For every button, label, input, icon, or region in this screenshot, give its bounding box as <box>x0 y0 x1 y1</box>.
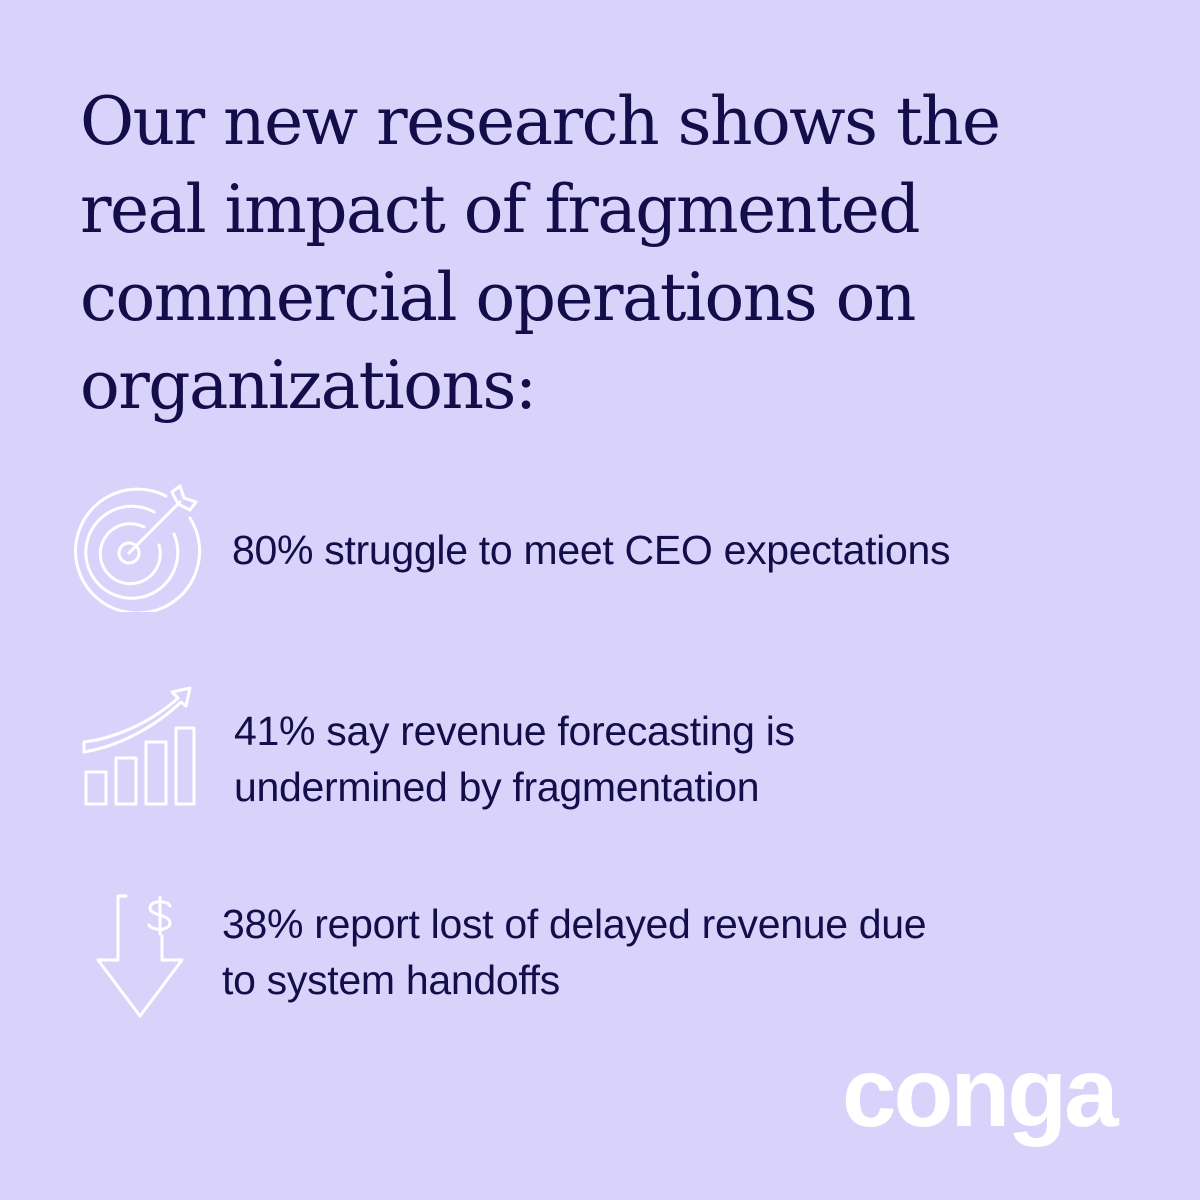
headline-line-2: real impact of fragmented <box>80 171 921 248</box>
headline-line-1: Our new research shows the <box>80 83 1001 160</box>
stat-3-line-1: 38% report lost of delayed revenue due <box>222 901 927 947</box>
stat-38-percent: 38% report lost of delayed revenue due t… <box>222 896 927 1008</box>
stat-1-line-1: 80% struggle to meet CEO expectations <box>232 527 951 573</box>
headline-line-3: commercial operations on <box>80 259 916 336</box>
stat-2-line-2: undermined by fragmentation <box>234 764 760 810</box>
dollar-down-arrow-icon <box>94 892 186 1020</box>
growth-bar-chart-icon <box>80 684 200 810</box>
stat-2-line-1: 41% say revenue forecasting is <box>234 708 795 754</box>
headline-line-4: organizations: <box>80 347 537 424</box>
target-arrow-icon <box>68 478 212 612</box>
stat-80-percent: 80% struggle to meet CEO expectations <box>232 522 950 578</box>
conga-logo: conga <box>842 1037 1119 1147</box>
headline: Our new research shows the real impact o… <box>80 78 1140 430</box>
stat-3-line-2: to system handoffs <box>222 957 560 1003</box>
stat-41-percent: 41% say revenue forecasting is undermine… <box>234 703 795 815</box>
